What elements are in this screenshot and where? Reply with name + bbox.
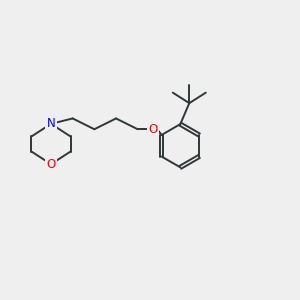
Text: N: N: [46, 117, 56, 130]
Text: O: O: [149, 123, 158, 136]
Text: O: O: [46, 158, 56, 171]
